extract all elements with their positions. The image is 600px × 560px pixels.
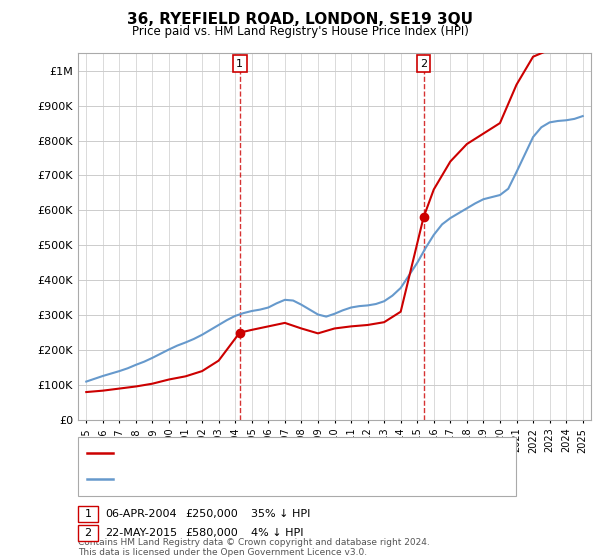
Text: 36, RYEFIELD ROAD, LONDON, SE19 3QU: 36, RYEFIELD ROAD, LONDON, SE19 3QU: [127, 12, 473, 27]
Text: 1: 1: [85, 509, 91, 519]
Text: £250,000: £250,000: [185, 509, 238, 519]
Text: HPI: Average price, detached house, Croydon: HPI: Average price, detached house, Croy…: [118, 474, 354, 484]
Text: 22-MAY-2015: 22-MAY-2015: [105, 528, 177, 538]
Text: 2: 2: [85, 528, 91, 538]
Text: 06-APR-2004: 06-APR-2004: [105, 509, 176, 519]
Text: 1: 1: [236, 59, 243, 69]
Text: £580,000: £580,000: [185, 528, 238, 538]
Text: Contains HM Land Registry data © Crown copyright and database right 2024.
This d: Contains HM Land Registry data © Crown c…: [78, 538, 430, 557]
Text: 4% ↓ HPI: 4% ↓ HPI: [251, 528, 304, 538]
Text: 2: 2: [420, 59, 427, 69]
Text: 35% ↓ HPI: 35% ↓ HPI: [251, 509, 310, 519]
Text: Price paid vs. HM Land Registry's House Price Index (HPI): Price paid vs. HM Land Registry's House …: [131, 25, 469, 38]
Text: 36, RYEFIELD ROAD, LONDON, SE19 3QU (detached house): 36, RYEFIELD ROAD, LONDON, SE19 3QU (det…: [118, 448, 425, 458]
